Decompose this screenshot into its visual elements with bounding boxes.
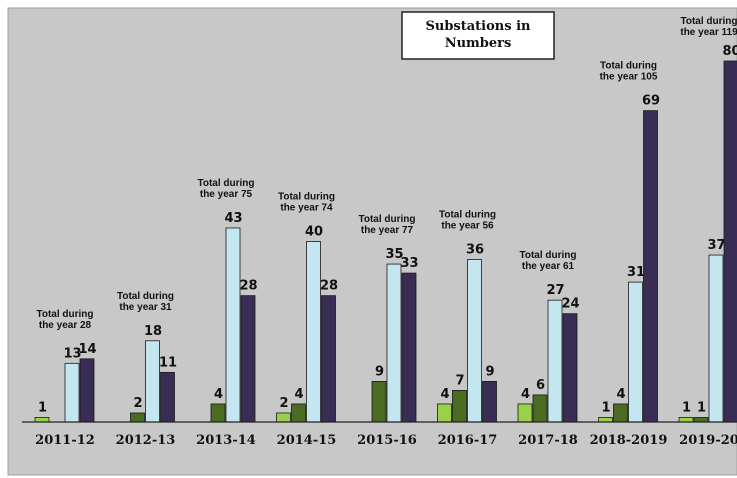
data-label: 9 <box>375 364 384 379</box>
data-label: 7 <box>455 373 464 388</box>
bar <box>628 281 643 423</box>
total-annotation: the year 56 <box>441 221 494 232</box>
data-label: 69 <box>642 94 660 109</box>
bar <box>467 259 482 423</box>
total-annotation: the year 31 <box>119 302 172 313</box>
data-label: 36 <box>466 243 484 258</box>
total-annotation: Total during <box>680 16 737 27</box>
data-label: 28 <box>320 279 338 294</box>
bar <box>386 263 402 423</box>
data-label: 13 <box>63 346 81 361</box>
total-annotation: the year 75 <box>200 189 253 200</box>
total-annotation: Total during <box>358 214 415 225</box>
data-label: 33 <box>400 256 418 271</box>
bar <box>482 380 497 423</box>
chart-title-line: Numbers <box>445 36 512 51</box>
total-annotation: Total during <box>117 291 174 302</box>
title-box <box>401 11 555 60</box>
x-tick-label: 2011-12 <box>35 433 95 448</box>
data-label: 4 <box>521 387 530 402</box>
bar <box>693 417 709 423</box>
data-label: 1 <box>682 400 691 415</box>
total-annotation: the year 119 <box>680 27 737 38</box>
bar <box>306 241 321 423</box>
bar <box>437 403 452 423</box>
total-annotation: the year 74 <box>280 203 333 214</box>
bar <box>613 403 628 423</box>
data-label: 4 <box>214 387 223 402</box>
x-tick-label: 2016-17 <box>438 433 498 448</box>
total-annotation: Total during <box>278 192 335 203</box>
bar <box>643 110 658 423</box>
x-tick-label: 2014-15 <box>277 433 337 448</box>
data-label: 31 <box>627 265 645 280</box>
bar <box>160 371 175 423</box>
data-label: 4 <box>616 387 625 402</box>
bar <box>532 394 548 423</box>
x-tick-label: 2017-18 <box>518 433 578 448</box>
x-tick-label: 2012-13 <box>116 433 176 448</box>
bar <box>598 417 613 423</box>
bar <box>291 403 306 423</box>
bar <box>79 358 95 423</box>
total-annotation: the year 61 <box>522 261 575 272</box>
bar <box>547 299 563 423</box>
total-annotation: Total during <box>439 210 496 221</box>
data-label: 43 <box>224 211 242 226</box>
data-label: 9 <box>485 364 494 379</box>
data-label: 24 <box>561 297 579 312</box>
total-annotation: the year 28 <box>39 320 92 331</box>
bar <box>210 403 226 423</box>
bar <box>723 60 737 423</box>
data-label: 27 <box>546 283 564 298</box>
chart-title-line: Substations in <box>426 19 532 34</box>
x-tick-label: 2019-20 <box>679 433 737 448</box>
data-label: 80 <box>722 44 737 59</box>
bar <box>276 412 291 423</box>
bar <box>452 390 467 423</box>
bar <box>240 295 256 423</box>
data-label: 1 <box>601 400 610 415</box>
x-tick-label: 2013-14 <box>196 433 256 448</box>
bar <box>321 295 336 423</box>
bar <box>517 403 533 423</box>
bar <box>371 380 387 423</box>
data-label: 14 <box>78 342 96 357</box>
data-label: 35 <box>385 247 403 262</box>
total-annotation: the year 105 <box>600 72 658 83</box>
bar <box>64 362 80 423</box>
data-label: 37 <box>707 238 725 253</box>
bar <box>401 272 417 423</box>
total-annotation: Total during <box>519 250 576 261</box>
total-annotation: Total during <box>197 178 254 189</box>
bar <box>130 412 145 423</box>
total-annotation: the year 77 <box>361 225 414 236</box>
data-label: 6 <box>536 378 545 393</box>
bar <box>678 417 694 423</box>
data-label: 18 <box>144 324 162 339</box>
bar <box>708 254 724 423</box>
data-label: 2 <box>133 396 142 411</box>
bar <box>562 313 578 423</box>
data-label: 1 <box>38 400 47 415</box>
data-label: 28 <box>239 279 257 294</box>
data-label: 4 <box>440 387 449 402</box>
bar <box>34 417 50 423</box>
total-annotation: Total during <box>600 61 657 72</box>
data-label: 1 <box>697 400 706 415</box>
x-tick-label: 2018-2019 <box>590 433 668 448</box>
total-annotation: Total during <box>36 309 93 320</box>
data-label: 4 <box>294 387 303 402</box>
x-tick-label: 2015-16 <box>357 433 417 448</box>
data-label: 2 <box>279 396 288 411</box>
data-label: 11 <box>159 355 177 370</box>
bar <box>225 227 241 423</box>
bar <box>145 340 160 423</box>
data-label: 40 <box>305 225 323 240</box>
